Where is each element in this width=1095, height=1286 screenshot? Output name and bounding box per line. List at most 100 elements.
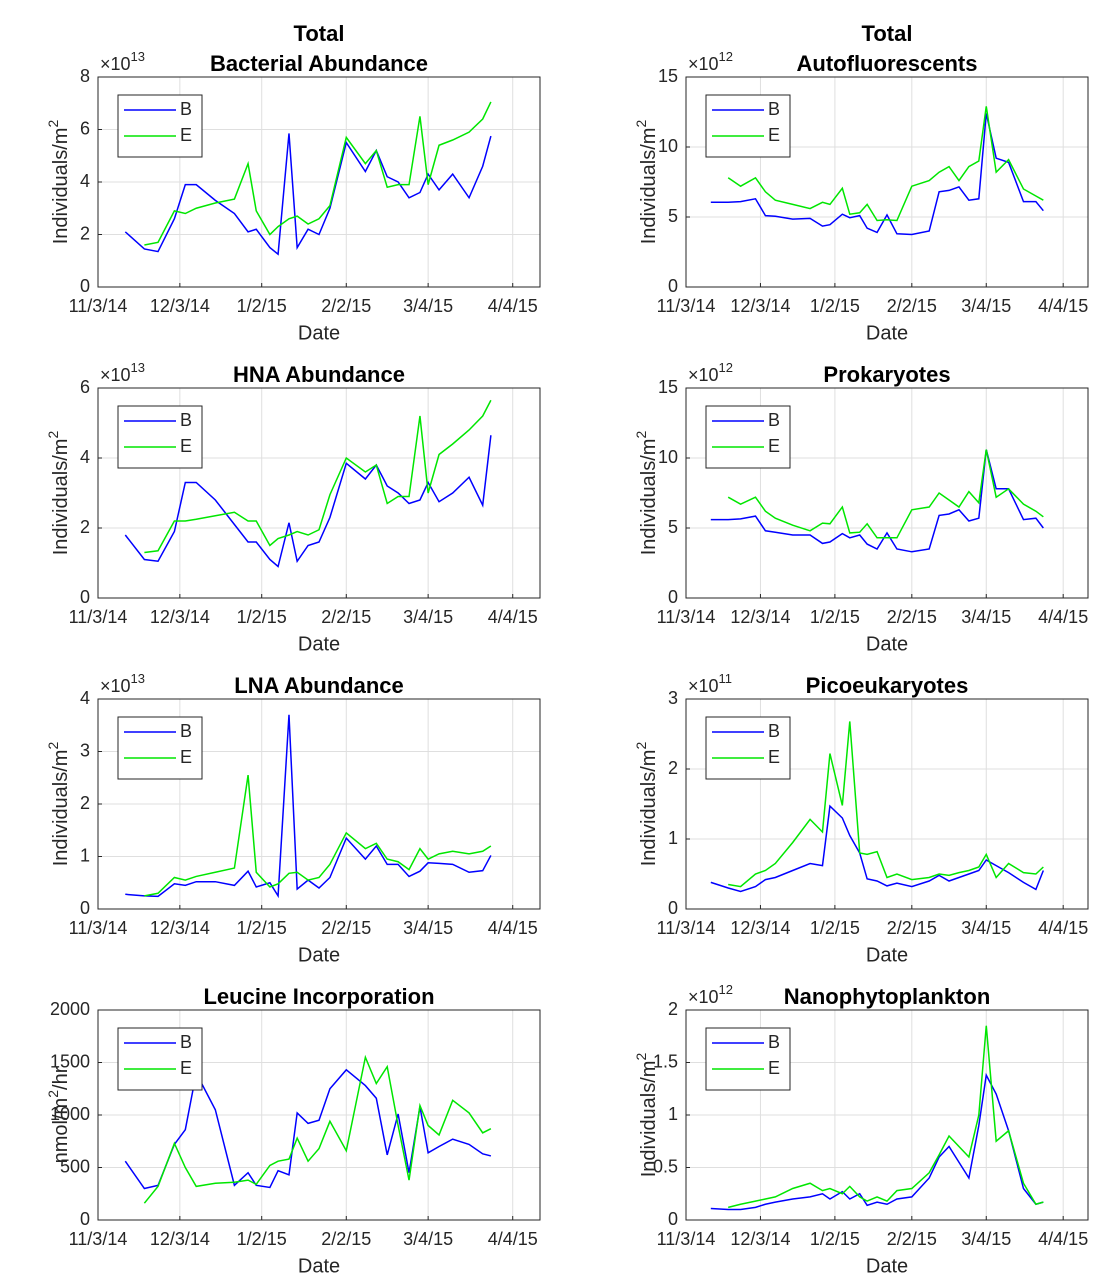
y-tick-label: 1000 bbox=[50, 1104, 90, 1124]
y-multiplier: ×1012 bbox=[688, 360, 733, 385]
legend-box bbox=[705, 405, 791, 469]
x-tick-label: 12/3/14 bbox=[150, 296, 210, 316]
x-axis-label: Date bbox=[866, 1255, 908, 1277]
x-tick-label: 1/2/15 bbox=[237, 1229, 287, 1249]
y-multiplier-part: 12 bbox=[719, 982, 733, 997]
y-multiplier-part: ×10 bbox=[100, 676, 131, 696]
x-tick-label: 2/2/15 bbox=[321, 1229, 371, 1249]
x-tick-label: 1/2/15 bbox=[810, 1229, 860, 1249]
y-tick-label: 0 bbox=[80, 276, 90, 296]
subplot: 0 5 10 15 11/3/14 12/3/14 1/2/15 2/2/15 3/4/15 4/… bbox=[633, 360, 1089, 655]
x-tick-label: 3/4/15 bbox=[403, 607, 453, 627]
y-tick-label: 2 bbox=[80, 793, 90, 813]
y-tick-label: 2000 bbox=[50, 999, 90, 1019]
y-tick-label: 2 bbox=[668, 999, 678, 1019]
series-line bbox=[728, 721, 1044, 888]
y-multiplier-part: ×10 bbox=[100, 365, 131, 385]
x-tick-label: 12/3/14 bbox=[150, 1229, 210, 1249]
y-axis-label-part: Individuals/m bbox=[50, 750, 72, 867]
legend-label: E bbox=[180, 125, 192, 145]
x-axis-label: Date bbox=[298, 322, 340, 344]
y-tick-label: 0 bbox=[80, 1209, 90, 1229]
x-tick-label: 3/4/15 bbox=[961, 296, 1011, 316]
y-tick-label: 0 bbox=[668, 587, 678, 607]
y-tick-label: 5 bbox=[668, 517, 678, 537]
y-tick-label: 3 bbox=[668, 688, 678, 708]
y-axis-label-part: 2 bbox=[633, 431, 649, 439]
y-multiplier-part: ×10 bbox=[688, 365, 719, 385]
x-tick-label: 2/2/15 bbox=[887, 296, 937, 316]
x-tick-label: 11/3/14 bbox=[69, 1229, 128, 1249]
x-tick-label: 11/3/14 bbox=[69, 296, 128, 316]
y-multiplier-part: 13 bbox=[131, 360, 145, 375]
y-axis-label: Individuals/m2 bbox=[45, 431, 73, 556]
y-multiplier-part: ×10 bbox=[100, 54, 131, 74]
x-tick-label: 3/4/15 bbox=[403, 296, 453, 316]
subplot: 0 500 1000 1500 2000 11/3/14 12/3/14 1/2/15 2/2/… bbox=[45, 984, 541, 1277]
y-axis-label: Individuals/m2 bbox=[633, 1053, 661, 1178]
axes-box bbox=[685, 76, 1089, 288]
axes-box bbox=[685, 698, 1089, 910]
legend-label: B bbox=[180, 721, 192, 741]
y-multiplier-part: 11 bbox=[719, 671, 733, 686]
subplot: 0 2 4 6 11/3/14 12/3/14 1/2/15 2/2/15 3/4/15 4/4/… bbox=[45, 360, 541, 655]
x-tick-label: 2/2/15 bbox=[321, 607, 371, 627]
chart-title: Picoeukaryotes bbox=[806, 673, 969, 698]
series-line bbox=[144, 775, 492, 897]
axes-box bbox=[97, 1009, 541, 1221]
y-axis-label-part: Individuals/m bbox=[50, 439, 72, 556]
x-tick-label: 3/4/15 bbox=[961, 1229, 1011, 1249]
series-line bbox=[144, 101, 492, 246]
legend-label: B bbox=[180, 99, 192, 119]
x-tick-label: 4/4/15 bbox=[1038, 1229, 1088, 1249]
y-axis-label-part: Individuals/m bbox=[638, 439, 660, 556]
axes-box bbox=[97, 387, 541, 599]
x-tick-label: 3/4/15 bbox=[403, 918, 453, 938]
x-tick-label: 4/4/15 bbox=[488, 607, 538, 627]
y-tick-label: 15 bbox=[658, 66, 678, 86]
y-multiplier: ×1012 bbox=[688, 982, 733, 1007]
legend-label: E bbox=[180, 436, 192, 456]
x-tick-label: 1/2/15 bbox=[237, 918, 287, 938]
series-line bbox=[143, 1054, 492, 1204]
subplot: 0 5 10 15 11/3/14 12/3/14 1/2/15 2/2/15 3/4/15 4/… bbox=[633, 21, 1089, 344]
y-tick-label: 1.5 bbox=[653, 1051, 678, 1071]
legend-label: B bbox=[180, 410, 192, 430]
y-axis-label-part: 2 bbox=[633, 742, 649, 750]
y-tick-label: 10 bbox=[658, 447, 678, 467]
subplot: 0 0.5 1 1.5 2 11/3/14 12/3/14 1/2/15 2/2/15 3/4/1… bbox=[633, 982, 1089, 1277]
x-tick-label: 12/3/14 bbox=[150, 918, 210, 938]
legend-label: E bbox=[768, 125, 780, 145]
y-multiplier-part: 13 bbox=[131, 49, 145, 64]
series-line bbox=[727, 106, 1044, 222]
x-tick-label: 12/3/14 bbox=[730, 918, 790, 938]
series-line bbox=[728, 1025, 1044, 1209]
y-axis-label: Individuals/m2 bbox=[45, 742, 73, 867]
y-axis-label-part: 2 bbox=[45, 120, 61, 128]
y-tick-label: 0 bbox=[80, 898, 90, 918]
x-tick-label: 12/3/14 bbox=[150, 607, 210, 627]
y-tick-label: 15 bbox=[658, 377, 678, 397]
y-tick-label: 4 bbox=[80, 688, 90, 708]
y-tick-label: 4 bbox=[80, 171, 90, 191]
x-tick-label: 11/3/14 bbox=[657, 607, 716, 627]
x-tick-label: 3/4/15 bbox=[961, 918, 1011, 938]
x-tick-label: 11/3/14 bbox=[69, 607, 128, 627]
legend-label: B bbox=[768, 410, 780, 430]
x-axis-label: Date bbox=[298, 1255, 340, 1277]
x-axis-label: Date bbox=[866, 944, 908, 966]
y-axis-label: Individuals/m2 bbox=[45, 120, 73, 245]
chart-title: Prokaryotes bbox=[823, 362, 950, 387]
x-tick-label: 1/2/15 bbox=[237, 296, 287, 316]
chart-title: HNA Abundance bbox=[233, 362, 405, 387]
legend-box bbox=[117, 94, 203, 158]
y-multiplier-part: ×10 bbox=[688, 676, 719, 696]
x-tick-label: 1/2/15 bbox=[810, 607, 860, 627]
y-tick-label: 8 bbox=[80, 66, 90, 86]
series-line bbox=[144, 399, 492, 554]
series-line bbox=[727, 449, 1044, 539]
y-tick-label: 2 bbox=[80, 517, 90, 537]
y-tick-label: 0 bbox=[80, 587, 90, 607]
